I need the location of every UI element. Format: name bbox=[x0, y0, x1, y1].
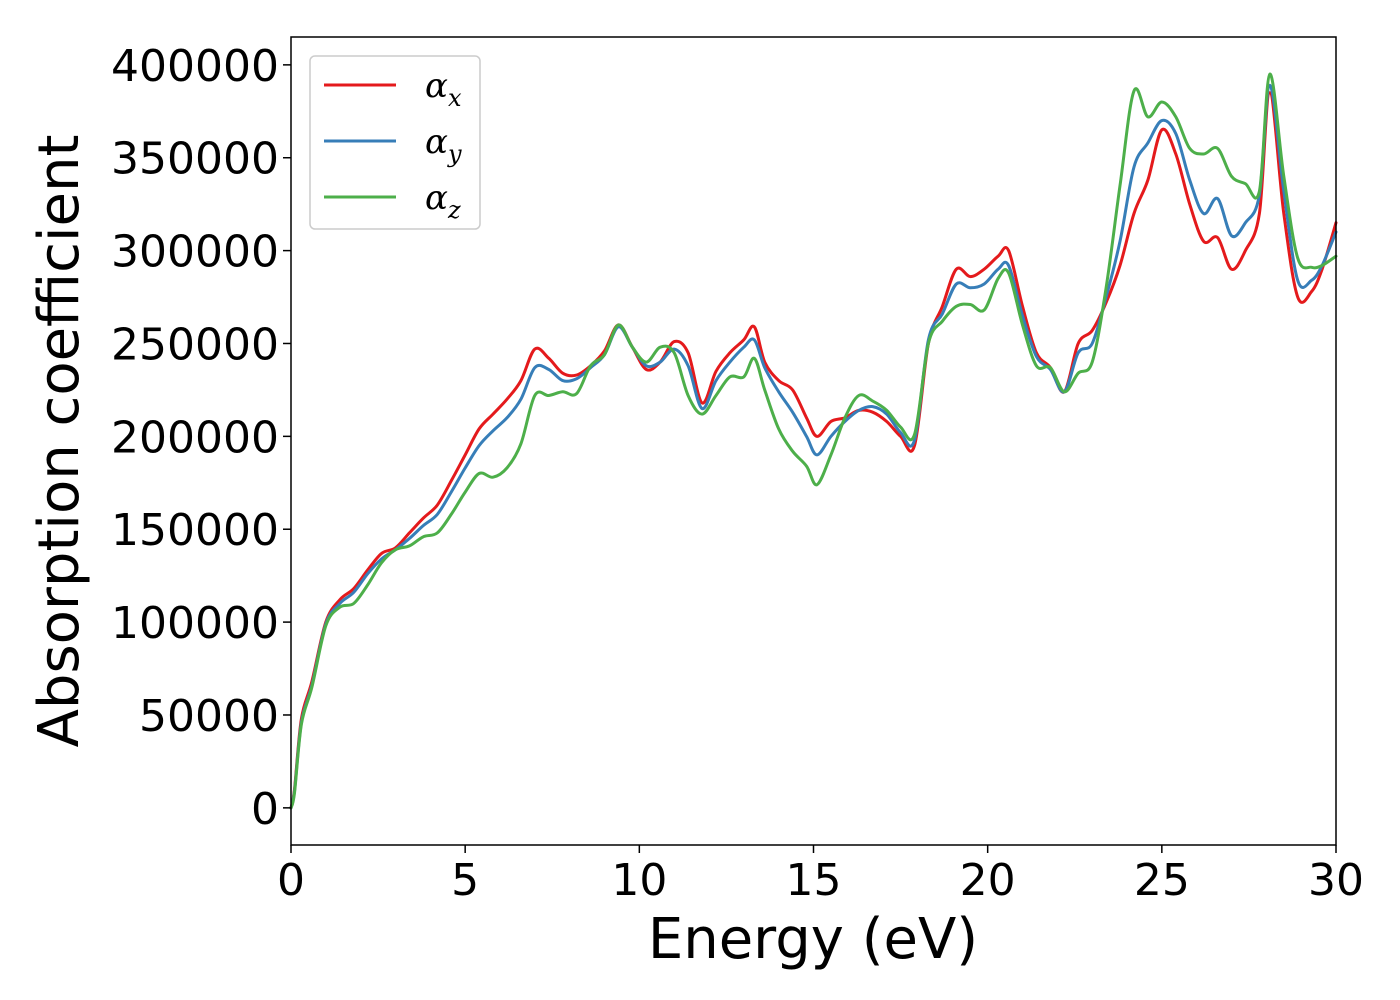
y-tick-label: 350000 bbox=[111, 134, 279, 185]
x-tick-label: 10 bbox=[611, 855, 667, 906]
legend-label-x: αx bbox=[425, 66, 462, 112]
y-tick-label: 300000 bbox=[111, 227, 279, 278]
x-axis-label: Energy (eV) bbox=[648, 907, 978, 972]
x-tick-label: 0 bbox=[277, 855, 305, 906]
y-tick-label: 400000 bbox=[111, 41, 279, 92]
x-tick-label: 25 bbox=[1134, 855, 1190, 906]
x-tick-label: 20 bbox=[960, 855, 1016, 906]
y-tick-label: 0 bbox=[251, 784, 279, 835]
x-tick-label: 5 bbox=[451, 855, 479, 906]
y-tick-label: 50000 bbox=[139, 691, 279, 742]
series-line-z bbox=[289, 72, 1338, 810]
plot-lines bbox=[289, 72, 1338, 810]
y-axis-label: Absorption coefficient bbox=[27, 135, 92, 748]
x-tick-label: 15 bbox=[786, 855, 842, 906]
series-line-y bbox=[289, 83, 1338, 810]
y-tick-label: 100000 bbox=[111, 598, 279, 649]
y-tick-label: 200000 bbox=[111, 412, 279, 463]
y-tick-label: 250000 bbox=[111, 319, 279, 370]
x-tick-label: 30 bbox=[1308, 855, 1364, 906]
y-tick-label: 150000 bbox=[111, 505, 279, 556]
x-axis: 0 5 10 15 20 25 30 bbox=[277, 845, 1364, 906]
y-axis: 0 50000 100000 150000 200000 250000 300000 3500… bbox=[111, 41, 291, 835]
series-line-x bbox=[289, 91, 1338, 810]
